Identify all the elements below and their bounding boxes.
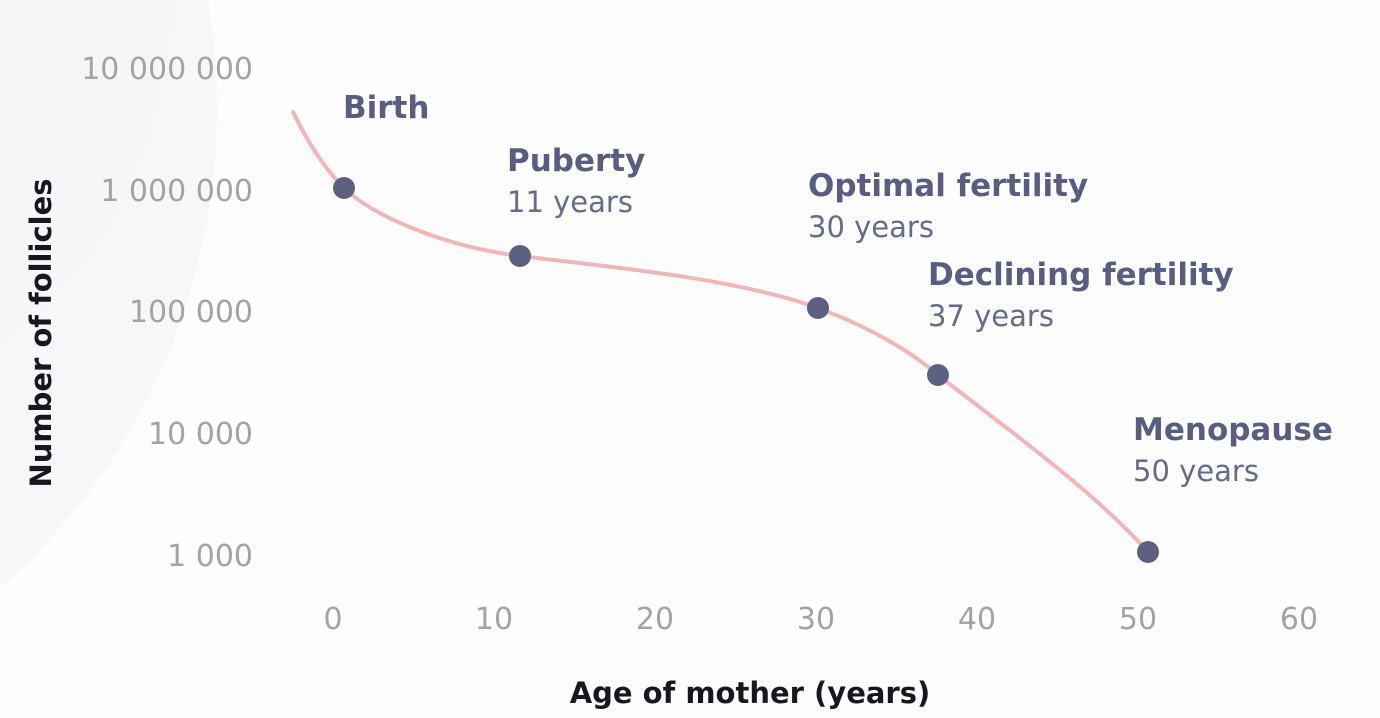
milestone-title: Declining fertility (928, 257, 1234, 293)
x-tick-40: 40 (957, 602, 997, 637)
milestone-puberty: Puberty 11 years (507, 143, 645, 219)
milestone-title: Puberty (507, 143, 646, 179)
x-tick-20: 20 (635, 602, 675, 637)
milestone-title: Birth (343, 90, 430, 126)
milestone-menopause: Menopause 50 years (1133, 412, 1333, 488)
milestone-age: 11 years (507, 185, 633, 219)
milestone-title: Optimal fertility (808, 168, 1089, 204)
y-tick-1000: 1 000 (167, 539, 253, 574)
y-tick-10000000: 10 000 000 (81, 52, 253, 87)
y-tick-100000: 100 000 (128, 295, 253, 330)
x-tick-0: 0 (323, 602, 343, 637)
point-birth (333, 177, 355, 199)
milestone-birth: Birth (343, 90, 429, 126)
milestone-age: 50 years (1133, 454, 1259, 488)
x-tick-50: 50 (1118, 602, 1158, 637)
milestone-age: 37 years (928, 299, 1054, 333)
milestone-title: Menopause (1133, 412, 1333, 448)
point-puberty (509, 245, 531, 267)
x-tick-10: 10 (474, 602, 514, 637)
milestone-optimal-fertility: Optimal fertility 30 years (808, 168, 1088, 244)
y-tick-1000000: 1 000 000 (100, 174, 253, 209)
x-axis-title: Age of mother (years) (569, 676, 931, 710)
point-declining-fertility (927, 364, 949, 386)
y-tick-10000: 10 000 (148, 417, 253, 452)
milestone-age: 30 years (808, 210, 934, 244)
milestone-declining-fertility: Declining fertility 37 years (928, 257, 1234, 333)
x-tick-30: 30 (796, 602, 836, 637)
x-tick-60: 60 (1279, 602, 1319, 637)
point-optimal-fertility (807, 297, 829, 319)
point-menopause (1137, 541, 1159, 563)
